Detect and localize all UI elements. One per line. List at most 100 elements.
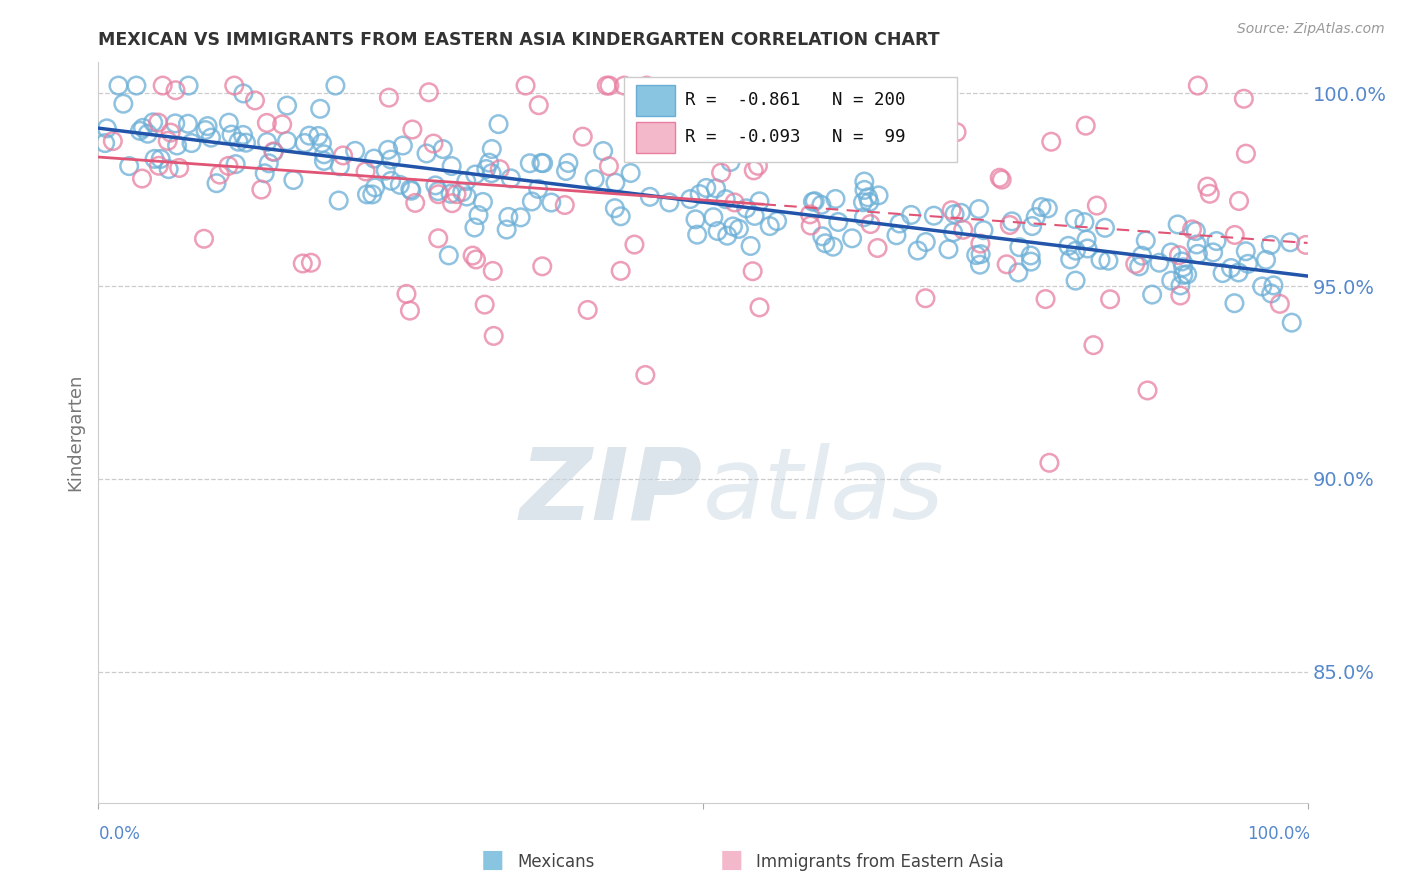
- Point: [180, 136, 202, 150]
- Point: [1083, 338, 1105, 352]
- Text: MEXICAN VS IMMIGRANTS FROM EASTERN ASIA KINDERGARTEN CORRELATION CHART: MEXICAN VS IMMIGRANTS FROM EASTERN ASIA …: [98, 31, 941, 49]
- Point: [710, 166, 733, 180]
- Text: 0.0%: 0.0%: [98, 825, 141, 843]
- Point: [243, 94, 266, 108]
- Point: [136, 127, 159, 141]
- Point: [1036, 202, 1059, 216]
- Point: [706, 224, 728, 238]
- Point: [720, 155, 742, 169]
- Point: [194, 123, 217, 137]
- Y-axis label: Kindergarten: Kindergarten: [66, 374, 84, 491]
- Point: [96, 121, 118, 136]
- Point: [1035, 292, 1057, 306]
- Point: [1031, 200, 1053, 214]
- Point: [716, 228, 738, 243]
- Point: [990, 172, 1012, 186]
- Point: [1212, 266, 1234, 280]
- Point: [609, 209, 631, 223]
- Text: ■: ■: [720, 848, 742, 872]
- Point: [481, 142, 503, 156]
- Point: [498, 210, 520, 224]
- Point: [148, 159, 170, 173]
- Point: [463, 220, 485, 235]
- Text: R =  -0.093   N =  99: R = -0.093 N = 99: [685, 128, 905, 146]
- Point: [571, 129, 593, 144]
- Point: [709, 129, 731, 144]
- Point: [531, 260, 554, 274]
- Point: [1019, 254, 1042, 268]
- Point: [132, 120, 155, 135]
- Point: [945, 125, 967, 139]
- Point: [942, 225, 965, 239]
- Point: [1135, 234, 1157, 248]
- Point: [967, 202, 990, 216]
- Point: [401, 184, 423, 198]
- Point: [425, 178, 447, 193]
- Point: [1223, 227, 1246, 242]
- Point: [441, 196, 464, 211]
- Point: [1260, 238, 1282, 252]
- Point: [415, 146, 437, 161]
- Point: [557, 156, 579, 170]
- Point: [741, 264, 763, 278]
- Point: [914, 291, 936, 305]
- Point: [1187, 78, 1209, 93]
- Point: [1254, 252, 1277, 267]
- Point: [312, 153, 335, 168]
- Point: [467, 208, 489, 222]
- Point: [495, 222, 517, 236]
- Point: [197, 119, 219, 133]
- Point: [299, 256, 322, 270]
- Point: [499, 171, 522, 186]
- Point: [221, 128, 243, 142]
- Point: [395, 286, 418, 301]
- Point: [841, 231, 863, 245]
- Point: [380, 153, 402, 167]
- Point: [949, 206, 972, 220]
- Point: [1008, 240, 1031, 254]
- Point: [482, 329, 505, 343]
- Point: [685, 212, 707, 227]
- Point: [1237, 257, 1260, 271]
- Point: [149, 152, 172, 166]
- Point: [125, 78, 148, 93]
- Point: [744, 209, 766, 223]
- Point: [422, 136, 444, 151]
- Point: [1202, 245, 1225, 260]
- Point: [824, 192, 846, 206]
- Point: [1233, 92, 1256, 106]
- Point: [146, 115, 169, 129]
- Point: [605, 176, 627, 190]
- Point: [969, 258, 991, 272]
- Point: [329, 159, 352, 173]
- Point: [118, 159, 141, 173]
- Point: [253, 166, 276, 180]
- Point: [152, 78, 174, 93]
- Point: [747, 159, 769, 173]
- Point: [1251, 279, 1274, 293]
- Point: [1205, 234, 1227, 248]
- Point: [225, 157, 247, 171]
- Point: [1099, 293, 1122, 307]
- Point: [638, 190, 661, 204]
- Point: [471, 194, 494, 209]
- Point: [218, 116, 240, 130]
- Point: [263, 145, 285, 159]
- Point: [598, 159, 620, 173]
- Point: [1263, 278, 1285, 293]
- Point: [328, 194, 350, 208]
- Point: [852, 211, 875, 225]
- Point: [232, 128, 254, 142]
- Point: [922, 209, 945, 223]
- Point: [451, 185, 474, 199]
- Point: [325, 78, 347, 93]
- Point: [1268, 297, 1291, 311]
- Point: [401, 122, 423, 136]
- Point: [914, 235, 936, 249]
- Point: [1128, 260, 1150, 274]
- Point: [446, 187, 468, 202]
- Point: [112, 96, 135, 111]
- Point: [527, 98, 550, 112]
- Point: [276, 134, 298, 148]
- Point: [515, 78, 537, 93]
